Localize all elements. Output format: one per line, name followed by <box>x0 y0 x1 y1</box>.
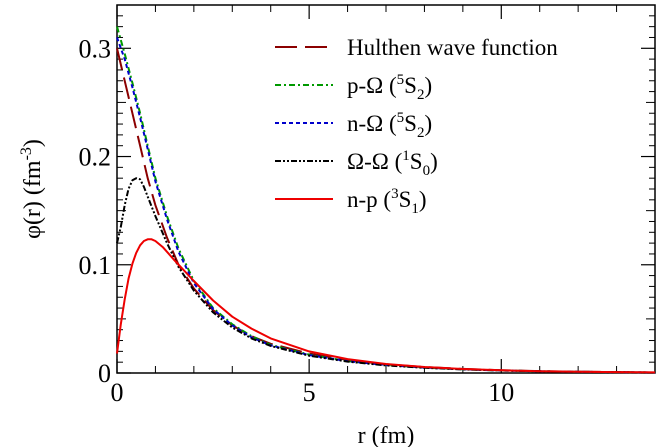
legend-label-1: p-Ω (5S2) <box>347 72 432 103</box>
y-tick-label: 0.1 <box>79 251 112 280</box>
axis-ticks <box>116 5 656 374</box>
y-axis-label-main: φ(r) (fm <box>20 160 46 239</box>
series-line-0 <box>116 48 656 374</box>
y-axis-label-exp: -3 <box>18 147 35 160</box>
x-tick-label: 5 <box>303 378 316 407</box>
legend-label-2: n-Ω (5S2) <box>347 110 432 141</box>
legend: Hulthen wave function p-Ω (5S2) n-Ω (5S2) Ω… <box>275 35 558 217</box>
legend-label-0: Hulthen wave function <box>347 35 558 60</box>
tick-labels: 0 5 10 0 0.1 0.2 0.3 <box>79 34 515 407</box>
y-tick-label: 0.2 <box>79 143 112 172</box>
y-axis-label-close: ) <box>20 139 46 147</box>
y-tick-label: 0.3 <box>79 34 112 63</box>
y-tick-label: 0 <box>98 359 111 388</box>
series-line-4 <box>116 238 656 374</box>
x-axis-label: r (fm) <box>358 423 415 447</box>
y-axis-label: φ(r) (fm-3) <box>18 139 46 239</box>
x-tick-label: 10 <box>488 378 514 407</box>
legend-label-3: Ω-Ω (1S0) <box>347 148 438 179</box>
series-group <box>116 26 656 374</box>
legend-label-4: n-p (3S1) <box>347 186 427 217</box>
x-tick-label: 0 <box>111 378 124 407</box>
